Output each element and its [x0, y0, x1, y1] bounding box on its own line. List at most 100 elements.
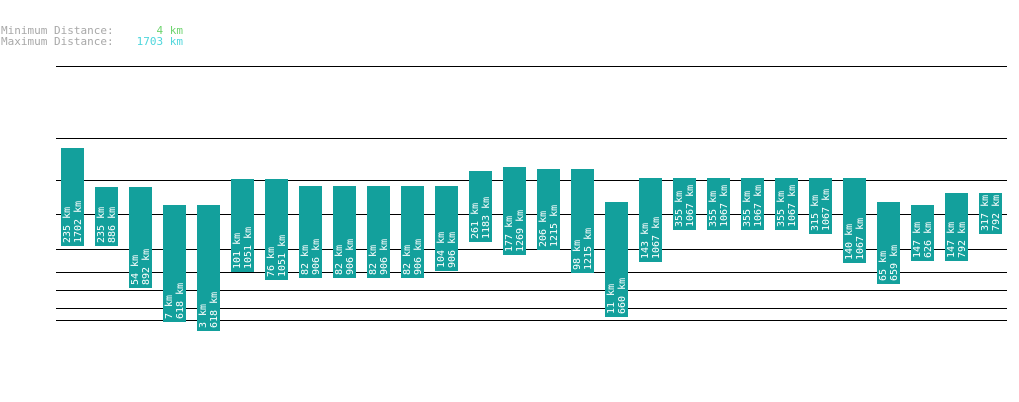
- max-distance-value: 1703 km: [136, 35, 183, 48]
- bar-min-label: 140 km: [844, 224, 855, 260]
- bar-max-label: 659 km: [889, 245, 900, 281]
- bar-max-label: 618 km: [175, 283, 186, 319]
- bar-rect: [231, 179, 254, 272]
- bar-rect: [163, 205, 186, 322]
- bar-max-label: 906 km: [311, 239, 322, 275]
- distance-bar: 177 km 1269 km: [503, 167, 526, 255]
- distance-bar: 355 km 1067 km: [707, 178, 730, 230]
- bar-rect: [945, 193, 968, 261]
- bar-rect: [129, 187, 152, 288]
- bar-max-label: 1067 km: [821, 189, 832, 231]
- bar-min-label: 143 km: [640, 223, 651, 259]
- bar-max-label: 906 km: [379, 239, 390, 275]
- distance-bar: 143 km 1067 km: [639, 178, 662, 262]
- bar-min-label: 355 km: [674, 191, 685, 227]
- distance-bar: 317 km 792 km: [979, 193, 1002, 234]
- bar-max-label: 1067 km: [855, 218, 866, 260]
- distance-bar: 82 km 906 km: [367, 186, 390, 278]
- bar-min-label: 54 km: [130, 255, 141, 285]
- bar-rect: [605, 202, 628, 317]
- distance-bar: 54 km 892 km: [129, 187, 152, 288]
- bar-min-label: 82 km: [334, 245, 345, 275]
- distance-bar: 7 km 618 km: [163, 205, 186, 322]
- bar-min-label: 315 km: [810, 195, 821, 231]
- distance-bar: 11 km 660 km: [605, 202, 628, 317]
- bar-max-label: 886 km: [107, 207, 118, 243]
- bar-max-label: 618 km: [209, 292, 220, 328]
- distance-bar: 315 km 1067 km: [809, 178, 832, 234]
- distance-summary: Minimum Distance: 4 km Maximum Distance: 1…: [1, 25, 183, 47]
- bar-min-label: 177 km: [504, 216, 515, 252]
- bar-max-label: 1215 km: [549, 205, 560, 247]
- bar-min-label: 65 km: [878, 251, 889, 281]
- bar-rect: [571, 169, 594, 273]
- distance-bar: 235 km 1702 km: [61, 148, 84, 246]
- bar-min-label: 317 km: [980, 195, 991, 231]
- bar-rect: [843, 178, 866, 263]
- distance-bar: 355 km 1067 km: [673, 178, 696, 230]
- bar-max-label: 1067 km: [787, 185, 798, 227]
- bar-rect: [265, 179, 288, 280]
- bar-rect: [61, 148, 84, 246]
- bar-max-label: 1269 km: [515, 210, 526, 252]
- bar-max-label: 1183 km: [481, 197, 492, 239]
- bar-min-label: 82 km: [402, 245, 413, 275]
- min-distance-label: Minimum Distance:: [1, 24, 114, 37]
- bar-rect: [741, 178, 764, 230]
- bar-min-label: 355 km: [708, 191, 719, 227]
- bar-max-label: 626 km: [923, 222, 934, 258]
- bar-min-label: 11 km: [606, 284, 617, 314]
- bar-rect: [775, 178, 798, 230]
- bar-rect: [503, 167, 526, 255]
- bar-max-label: 906 km: [447, 232, 458, 268]
- bar-max-label: 906 km: [413, 239, 424, 275]
- bar-min-label: 82 km: [300, 245, 311, 275]
- bar-rect: [537, 169, 560, 250]
- distance-bar: 101 km 1051 km: [231, 179, 254, 272]
- bar-min-label: 355 km: [776, 191, 787, 227]
- bar-rect: [639, 178, 662, 262]
- distance-bar: 235 km 886 km: [95, 187, 118, 246]
- bar-min-label: 101 km: [232, 233, 243, 269]
- bar-rect: [469, 171, 492, 242]
- min-distance-value: 4 km: [156, 24, 184, 37]
- bar-max-label: 906 km: [345, 239, 356, 275]
- bar-rect: [367, 186, 390, 278]
- bar-min-label: 355 km: [742, 191, 753, 227]
- bar-max-label: 1067 km: [753, 185, 764, 227]
- max-distance-row: Maximum Distance: 1703 km: [1, 36, 183, 47]
- distance-bar: 206 km 1215 km: [537, 169, 560, 250]
- bar-min-label: 104 km: [436, 232, 447, 268]
- bar-max-label: 1067 km: [685, 185, 696, 227]
- bar-min-label: 147 km: [912, 222, 923, 258]
- min-distance-row: Minimum Distance: 4 km: [1, 25, 183, 36]
- bar-max-label: 1702 km: [73, 201, 84, 243]
- bar-max-label: 892 km: [141, 249, 152, 285]
- bar-rect: [877, 202, 900, 284]
- distance-bar: 147 km 626 km: [911, 205, 934, 261]
- distance-bar: 82 km 906 km: [333, 186, 356, 278]
- bar-max-label: 1051 km: [277, 235, 288, 277]
- distance-bar: 65 km 659 km: [877, 202, 900, 284]
- bar-max-label: 1051 km: [243, 227, 254, 269]
- bar-rect: [299, 186, 322, 278]
- bar-rect: [197, 205, 220, 331]
- bar-rect: [95, 187, 118, 246]
- bar-rect: [333, 186, 356, 278]
- bar-min-label: 206 km: [538, 211, 549, 247]
- bar-min-label: 147 km: [946, 222, 957, 258]
- bar-max-label: 660 km: [617, 278, 628, 314]
- distance-bar: 98 km 1215 km: [571, 169, 594, 273]
- bar-rect: [979, 193, 1002, 234]
- bar-max-label: 1067 km: [719, 185, 730, 227]
- bar-min-label: 76 km: [266, 247, 277, 277]
- distance-bar: 147 km 792 km: [945, 193, 968, 261]
- distance-bar: 82 km 906 km: [299, 186, 322, 278]
- distance-bar: 82 km 906 km: [401, 186, 424, 278]
- bar-max-label: 792 km: [991, 195, 1002, 231]
- bar-min-label: 82 km: [368, 245, 379, 275]
- bar-max-label: 1067 km: [651, 217, 662, 259]
- bar-rect: [707, 178, 730, 230]
- bar-min-label: 235 km: [62, 207, 73, 243]
